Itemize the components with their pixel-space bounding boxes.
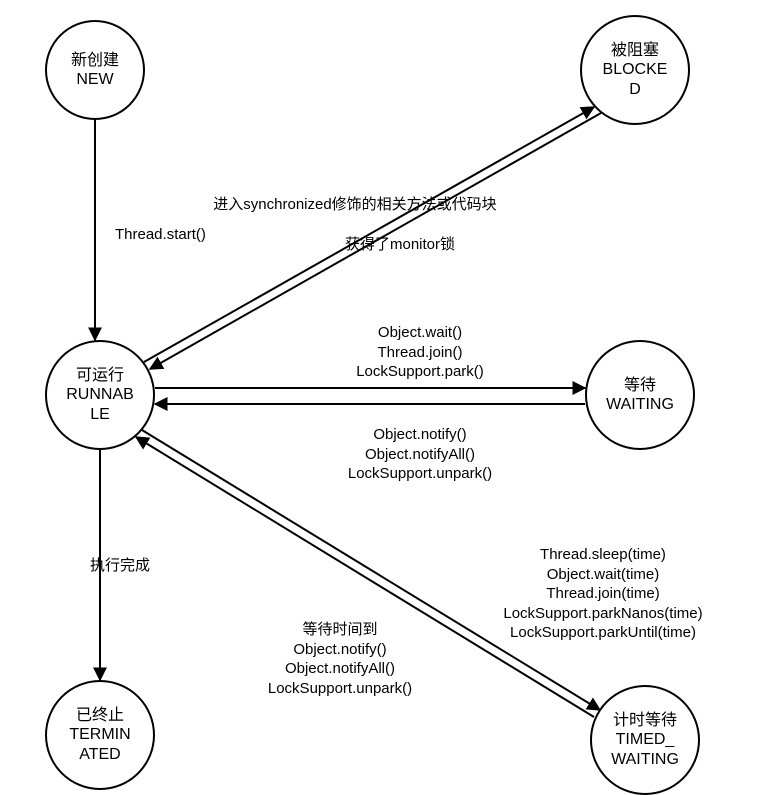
label-line: LockSupport.park() xyxy=(220,362,620,382)
label-line: Thread.start() xyxy=(115,225,206,245)
node-timed: 计时等待TIMED_WAITING xyxy=(590,685,700,795)
node-terminated: 已终止TERMINATED xyxy=(45,680,155,790)
label-line: LockSupport.unpark() xyxy=(140,679,540,699)
thread-state-diagram: 新创建NEW被阻塞BLOCKED可运行RUNNABLE等待WAITING已终止T… xyxy=(0,0,759,773)
label-line: Object.notifyAll() xyxy=(220,445,620,465)
node-text: D xyxy=(629,80,641,99)
label-line: Thread.join(time) xyxy=(403,584,759,604)
node-text: LE xyxy=(90,405,110,424)
label-line: 执行完成 xyxy=(0,556,320,576)
label-l_wait_up: Object.wait()Thread.join()LockSupport.pa… xyxy=(220,323,620,382)
node-text: 可运行 xyxy=(76,366,124,385)
label-line: Thread.join() xyxy=(220,343,620,363)
label-line: 等待时间到 xyxy=(140,620,540,640)
label-line: Object.wait() xyxy=(220,323,620,343)
label-line: Thread.sleep(time) xyxy=(403,545,759,565)
label-l_done: 执行完成 xyxy=(0,556,320,576)
node-text: TERMIN xyxy=(69,725,130,744)
node-text: TIMED_ xyxy=(616,730,675,749)
node-text: RUNNAB xyxy=(66,385,134,404)
node-new: 新创建NEW xyxy=(45,20,145,120)
label-l_start: Thread.start() xyxy=(115,225,206,245)
node-text: 被阻塞 xyxy=(611,41,659,60)
label-line: 获得了monitor锁 xyxy=(200,235,600,255)
label-line: LockSupport.unpark() xyxy=(220,464,620,484)
label-l_monitor: 获得了monitor锁 xyxy=(200,235,600,255)
node-text: 等待 xyxy=(624,376,656,395)
node-text: NEW xyxy=(76,70,113,89)
label-l_timed_l: 等待时间到Object.notify()Object.notifyAll()Lo… xyxy=(140,620,540,698)
label-line: Object.wait(time) xyxy=(403,565,759,585)
label-line: 进入synchronized修饰的相关方法或代码块 xyxy=(155,195,555,215)
node-text: WAITING xyxy=(606,395,674,414)
node-text: 计时等待 xyxy=(613,711,677,730)
label-line: Object.notifyAll() xyxy=(140,659,540,679)
label-line: Object.notify() xyxy=(140,640,540,660)
node-text: ATED xyxy=(79,745,120,764)
node-text: BLOCKE xyxy=(603,60,668,79)
node-blocked: 被阻塞BLOCKED xyxy=(580,15,690,125)
node-runnable: 可运行RUNNABLE xyxy=(45,340,155,450)
label-l_sync: 进入synchronized修饰的相关方法或代码块 xyxy=(155,195,555,215)
label-l_wait_down: Object.notify()Object.notifyAll()LockSup… xyxy=(220,425,620,484)
node-text: 已终止 xyxy=(76,706,124,725)
node-text: WAITING xyxy=(611,750,679,769)
node-text: 新创建 xyxy=(71,51,119,70)
label-line: Object.notify() xyxy=(220,425,620,445)
